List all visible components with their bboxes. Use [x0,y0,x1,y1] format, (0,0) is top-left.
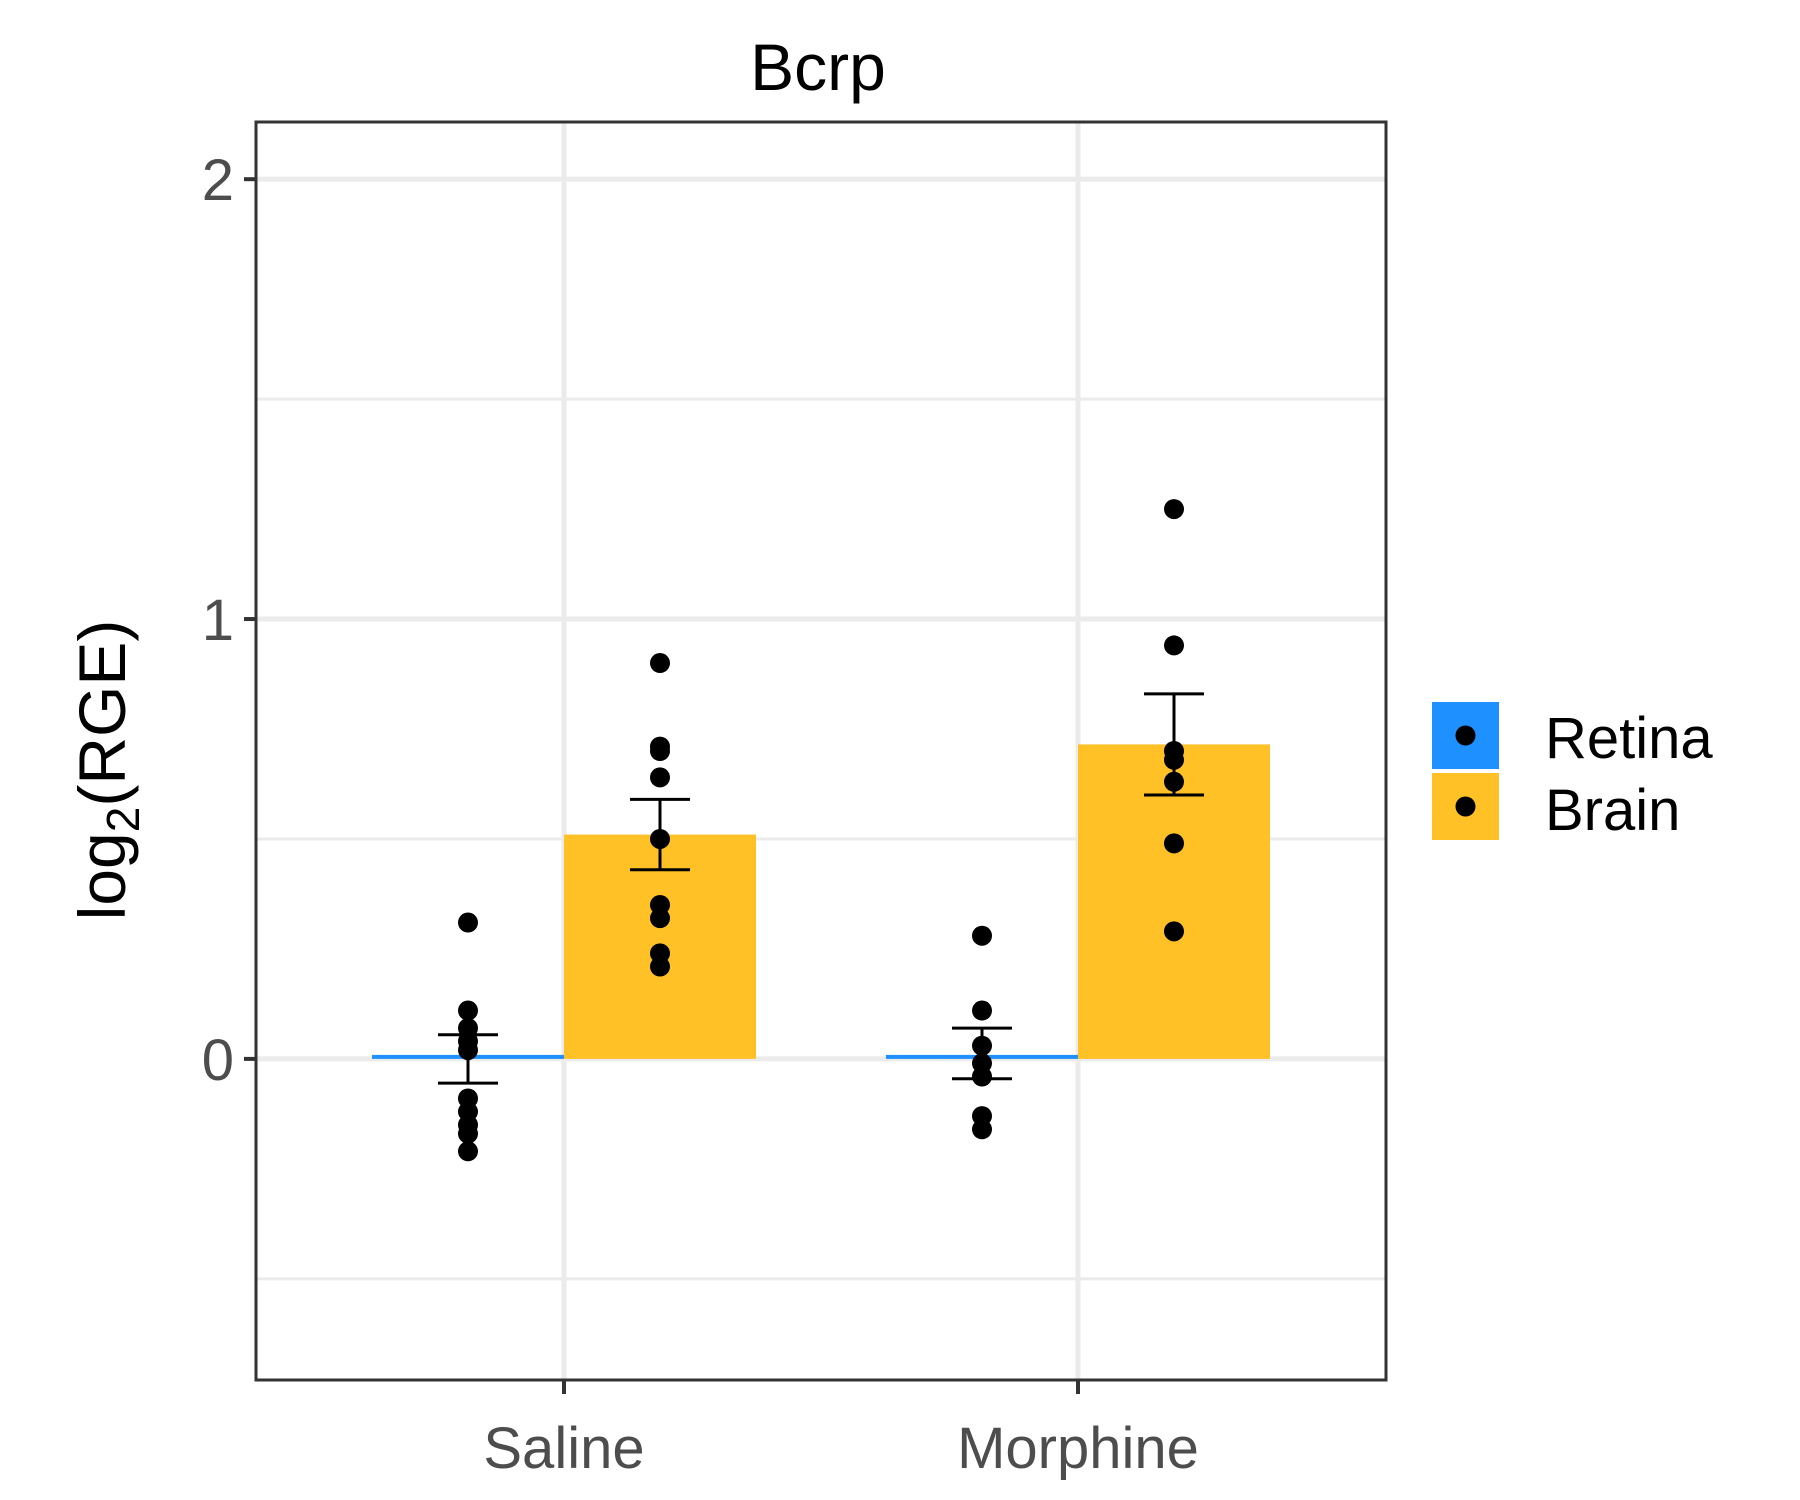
data-point-brain [650,828,670,849]
x-tick-label: Saline [483,1416,644,1481]
data-point-brain [1164,921,1184,942]
y-tick-label: 1 [202,588,234,653]
x-tick-label: Morphine [957,1416,1199,1481]
data-point-retina [458,1040,478,1061]
y-axis-label-units: (RGE) [65,620,139,807]
legend-key-retina-dot [1455,725,1476,746]
data-point-retina [972,925,992,946]
data-point-retina [458,1141,478,1162]
data-point-brain [1164,749,1184,770]
data-point-retina [458,912,478,933]
data-point-retina [972,1119,992,1140]
bar-layer [372,744,1270,1059]
bar-brain [1078,744,1270,1059]
legend-key-brain-dot [1455,796,1476,817]
y-tick-label: 2 [202,148,234,213]
y-axis-label: log2(RGE) [65,620,149,921]
data-point-brain [650,908,670,929]
y-tick-label: 0 [202,1028,234,1093]
data-point-retina [972,1000,992,1021]
data-point-retina [972,1066,992,1087]
panel-border [254,120,1388,1382]
chart-title: Bcrp [750,30,886,104]
legend-label-brain: Brain [1545,778,1680,843]
data-point-brain [1164,635,1184,656]
y-axis-label-base: log [65,832,139,920]
y-axis-label-subscript: 2 [97,807,149,833]
legend: Retina Brain [1432,702,1713,843]
data-point-brain [650,956,670,977]
axis-ticks: 0 1 2 Saline Morphine [202,148,1199,1481]
data-point-retina [972,1035,992,1056]
data-point-brain [650,653,670,674]
data-point-brain [1164,833,1184,854]
data-point-layer [458,499,1184,1162]
data-point-brain [1164,771,1184,792]
data-point-brain [1164,499,1184,520]
data-point-brain [650,767,670,788]
data-point-retina [458,1123,478,1144]
legend-label-retina: Retina [1545,706,1713,771]
data-point-retina [458,1000,478,1021]
data-point-brain [650,741,670,761]
